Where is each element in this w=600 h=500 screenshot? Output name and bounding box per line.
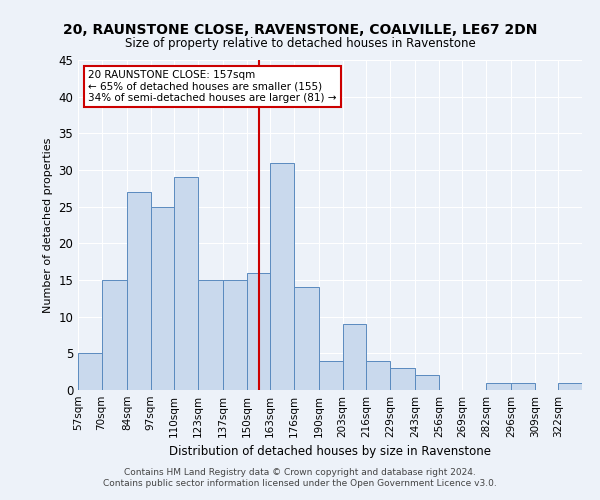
Bar [559,382,582,390]
Bar [101,280,127,390]
Bar [78,354,101,390]
Bar [247,272,270,390]
Text: 20, RAUNSTONE CLOSE, RAVENSTONE, COALVILLE, LE67 2DN: 20, RAUNSTONE CLOSE, RAVENSTONE, COALVIL… [63,22,537,36]
Bar [343,324,366,390]
Bar [270,162,294,390]
Bar [366,360,390,390]
Bar [151,206,174,390]
Y-axis label: Number of detached properties: Number of detached properties [43,138,53,312]
Text: Size of property relative to detached houses in Ravenstone: Size of property relative to detached ho… [125,38,475,51]
Bar [197,280,223,390]
Bar [174,178,197,390]
Bar [390,368,415,390]
Bar [486,382,511,390]
Bar [415,376,439,390]
Bar [294,288,319,390]
Bar [223,280,247,390]
Bar [127,192,151,390]
Text: 20 RAUNSTONE CLOSE: 157sqm
← 65% of detached houses are smaller (155)
34% of sem: 20 RAUNSTONE CLOSE: 157sqm ← 65% of deta… [88,70,337,103]
X-axis label: Distribution of detached houses by size in Ravenstone: Distribution of detached houses by size … [169,446,491,458]
Bar [511,382,535,390]
Bar [319,360,343,390]
Text: Contains HM Land Registry data © Crown copyright and database right 2024.
Contai: Contains HM Land Registry data © Crown c… [103,468,497,487]
